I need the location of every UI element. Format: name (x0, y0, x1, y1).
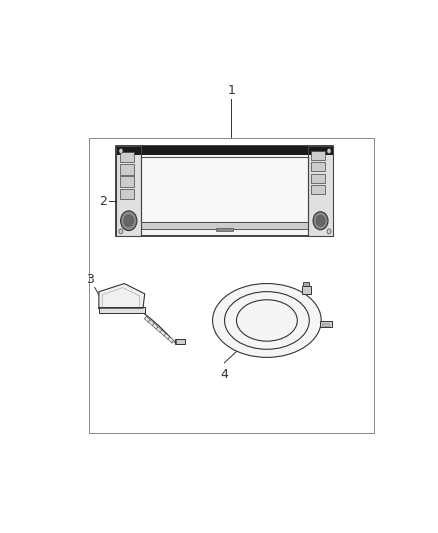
Circle shape (120, 211, 137, 231)
Bar (88, 138, 374, 433)
Text: 4: 4 (221, 368, 228, 381)
Bar (307, 146, 333, 236)
Bar (116, 146, 141, 236)
Bar (303, 281, 309, 286)
Circle shape (124, 215, 134, 227)
Bar (311, 174, 325, 183)
Bar (175, 338, 185, 344)
Bar (116, 146, 141, 236)
Bar (307, 146, 333, 236)
Circle shape (313, 212, 328, 230)
Circle shape (316, 215, 325, 226)
Bar (120, 189, 134, 199)
Bar (141, 222, 307, 229)
Ellipse shape (225, 292, 309, 349)
Bar (311, 184, 325, 193)
Bar (120, 164, 134, 175)
Circle shape (327, 149, 331, 154)
Ellipse shape (212, 284, 321, 358)
Bar (99, 307, 145, 313)
Bar (116, 146, 333, 236)
Bar (311, 151, 325, 160)
Bar (302, 286, 311, 294)
Circle shape (119, 149, 123, 154)
Bar (141, 157, 307, 222)
Bar (311, 163, 325, 172)
Circle shape (327, 229, 331, 234)
Bar (116, 146, 333, 155)
Bar (322, 322, 329, 326)
Text: 1: 1 (227, 84, 235, 97)
Bar (320, 321, 332, 327)
Polygon shape (99, 284, 145, 308)
Bar (120, 152, 134, 163)
Text: 2: 2 (99, 195, 107, 208)
Text: 3: 3 (86, 272, 94, 286)
Bar (120, 176, 134, 187)
Circle shape (119, 229, 123, 234)
Bar (216, 228, 233, 231)
Ellipse shape (237, 300, 297, 341)
